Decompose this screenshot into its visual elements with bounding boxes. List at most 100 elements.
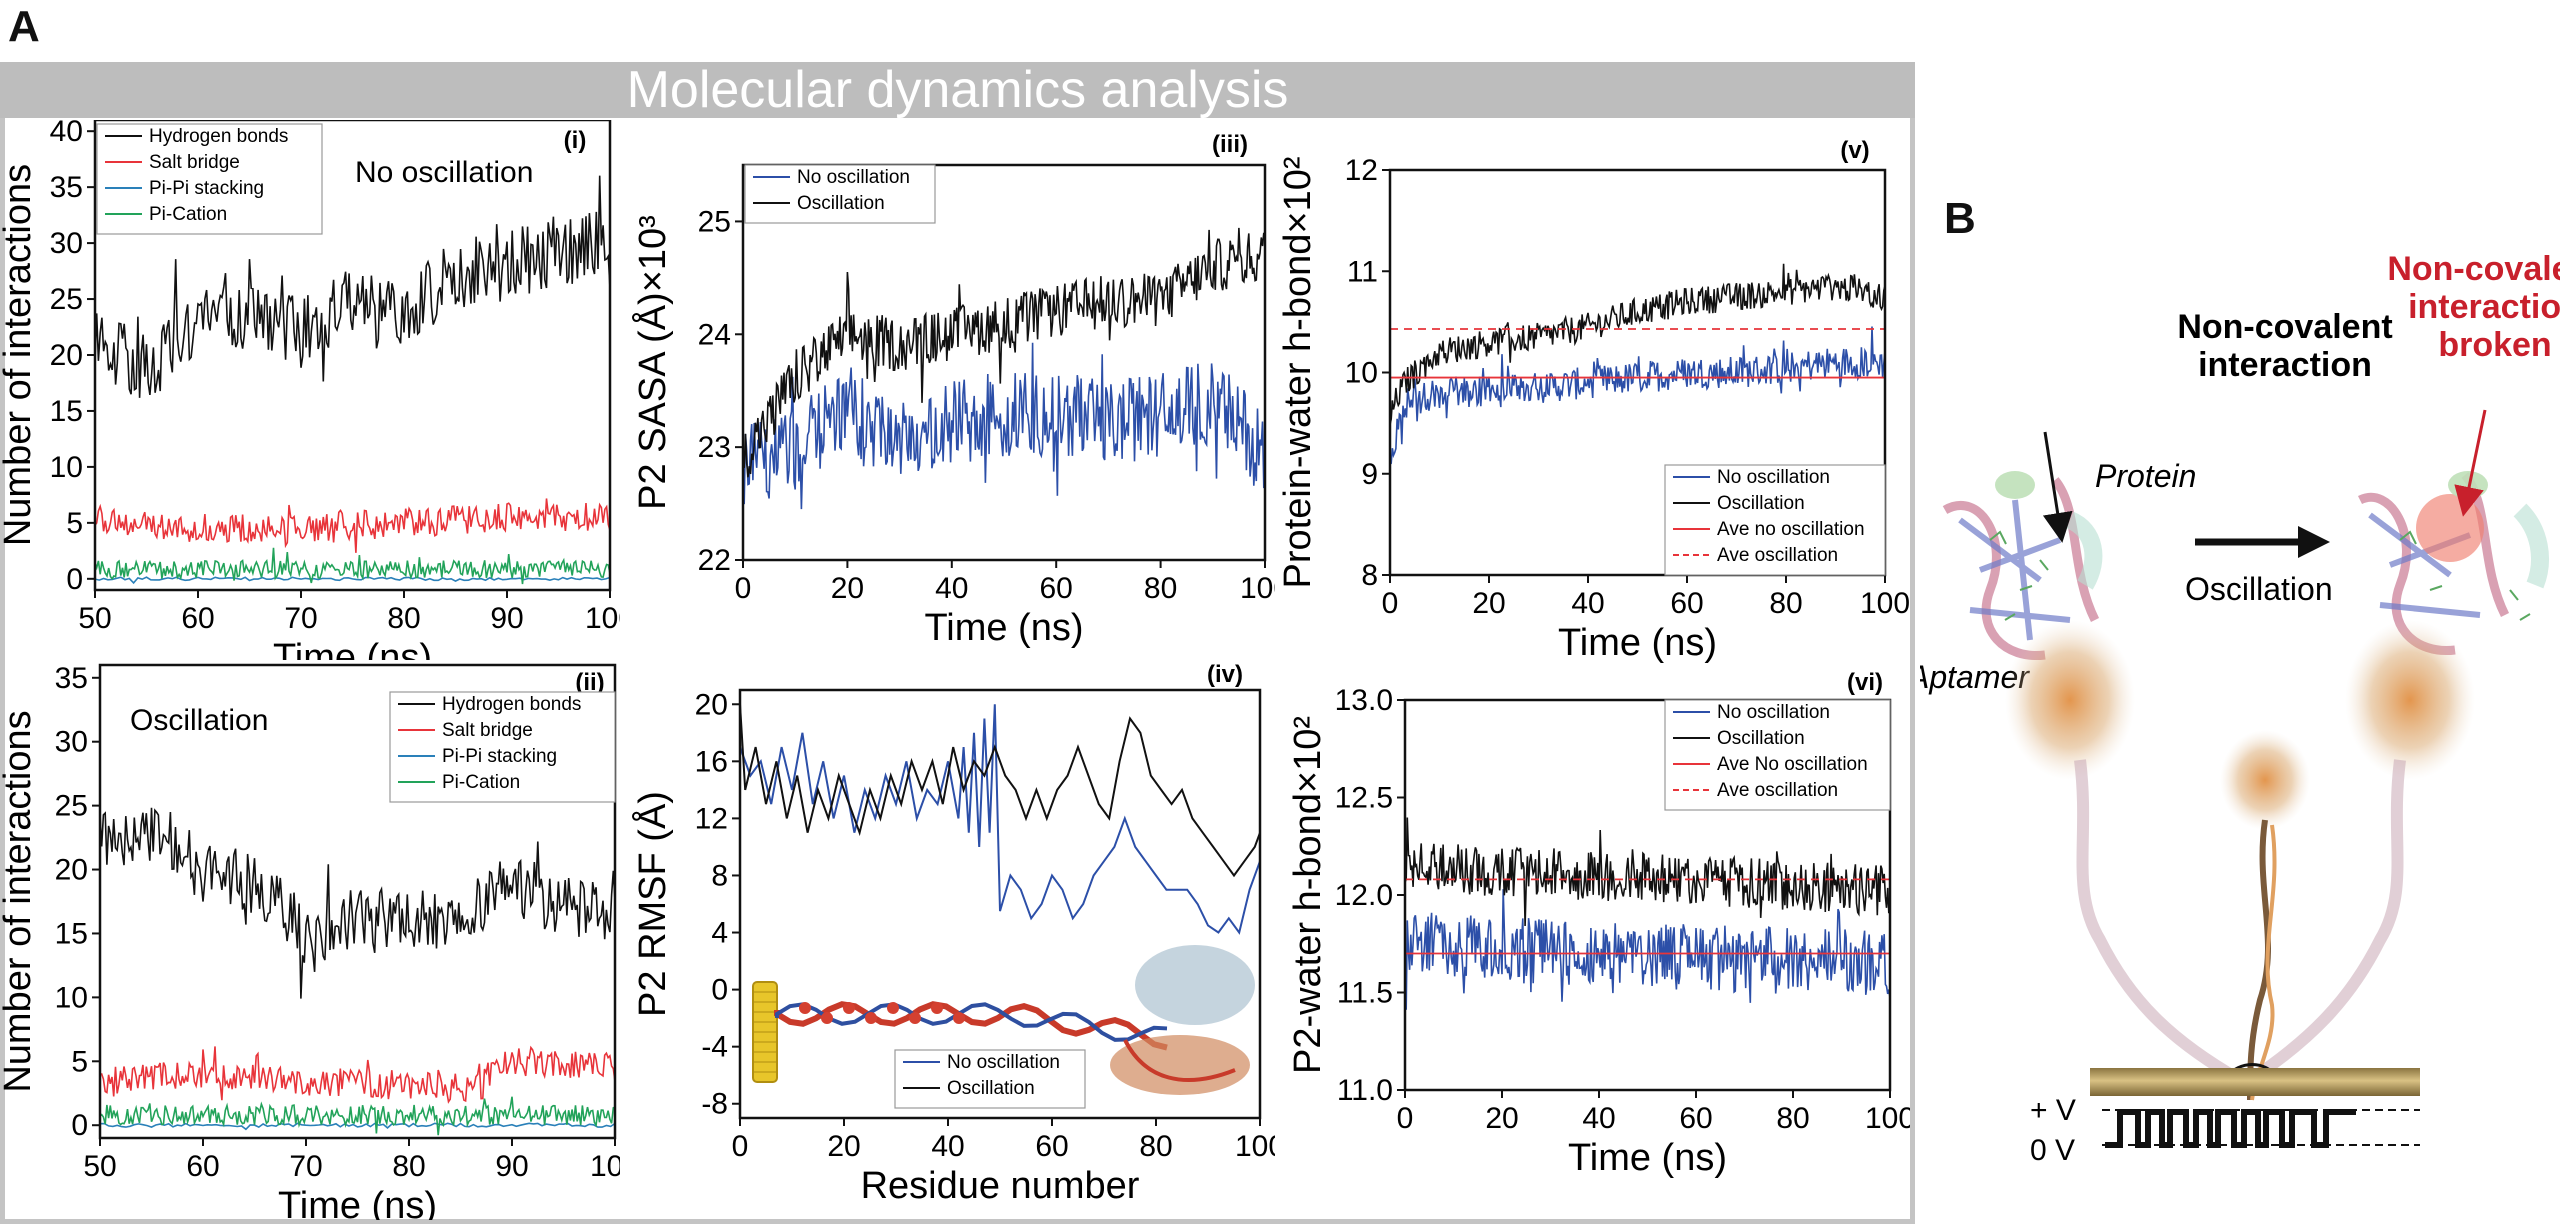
series-ii-0 <box>99 807 616 999</box>
series-iii-1 <box>742 227 1266 478</box>
legend-entry-ii: Hydrogen bonds <box>442 694 581 715</box>
aptamer-protein-structure-left <box>1942 471 2103 661</box>
banner-title: Molecular dynamics analysis <box>0 62 1915 118</box>
y-tick-label-iii: 23 <box>698 431 731 464</box>
legend-entry-ii: Pi-Pi stacking <box>442 746 557 767</box>
legend-entry-vi: Ave No oscillation <box>1717 754 1868 775</box>
series-i-1 <box>94 498 611 553</box>
x-tick-label-ii: 80 <box>392 1150 425 1183</box>
panel-tag-vi: (vi) <box>1847 669 1883 696</box>
x-tick-label-i: 80 <box>387 602 420 635</box>
y-tick-label-iv: 12 <box>695 802 728 835</box>
annotation-ii: Oscillation <box>130 704 268 737</box>
x-tick-label-v: 100 <box>1860 587 1910 620</box>
x-tick-label-v: 40 <box>1571 587 1604 620</box>
series-iv-1 <box>739 704 1261 878</box>
annotation-i: No oscillation <box>355 156 533 189</box>
x-tick-label-vi: 100 <box>1865 1102 1910 1135</box>
broken-label: Non-covalentinteractionbroken <box>2387 250 2560 364</box>
x-tick-label-iv: 40 <box>931 1130 964 1163</box>
series-ii-3 <box>99 1096 616 1136</box>
chart-vi: 0 20 40 60 80 100 11.0 11.5 12.0 12.5 13.0 Time (ns… <box>1287 669 1910 1179</box>
x-tick-label-v: 60 <box>1670 587 1703 620</box>
y-tick-label-ii: 30 <box>55 726 88 759</box>
legend-i <box>96 123 323 235</box>
aptamer-protein-illustration <box>752 945 1255 1095</box>
aptamer-protein-structure-right <box>2357 471 2549 656</box>
x-axis-label-ii: Time (ns) <box>278 1185 437 1220</box>
oscillation-label: Oscillation <box>2185 571 2333 607</box>
y-tick-label-v: 8 <box>1361 559 1378 592</box>
y-tick-label-ii: 35 <box>55 662 88 695</box>
legend-entry-iii: Oscillation <box>797 193 885 214</box>
x-tick-label-iv: 80 <box>1139 1130 1172 1163</box>
legend-entry-iv: Oscillation <box>947 1078 1035 1099</box>
y-tick-label-v: 11 <box>1347 255 1378 288</box>
y-tick-label-iii: 25 <box>698 205 731 238</box>
legend-entry-ii: Pi-Cation <box>442 772 520 793</box>
panel-b-label: B <box>1944 194 1976 243</box>
y-tick-label-vi: 11.0 <box>1337 1074 1393 1107</box>
y-tick-label-vi: 12.0 <box>1335 879 1393 912</box>
y-tick-label-ii: 25 <box>55 790 88 823</box>
x-axis-label-vi: Time (ns) <box>1568 1137 1727 1179</box>
y-tick-label-iv: 8 <box>711 859 728 892</box>
zero-v-label: 0 V <box>2030 1134 2075 1167</box>
y-tick-label-i: 35 <box>50 171 83 204</box>
panel-a-label: A <box>8 2 40 51</box>
y-tick-label-iv: 20 <box>695 688 728 721</box>
x-tick-label-iii: 80 <box>1144 572 1177 605</box>
legend-entry-v: No oscillation <box>1717 467 1830 488</box>
y-tick-label-iii: 22 <box>698 544 731 577</box>
legend-entry-i: Hydrogen bonds <box>149 126 288 147</box>
x-tick-label-i: 90 <box>490 602 523 635</box>
legend-entry-v: Ave no oscillation <box>1717 519 1865 540</box>
plus-v-label: + V <box>2030 1094 2076 1127</box>
legend-iv <box>894 1049 1086 1109</box>
y-axis-label-iii: P2 SASA (Å)×10³ <box>630 215 674 510</box>
x-tick-label-iv: 60 <box>1035 1130 1068 1163</box>
x-tick-label-v: 0 <box>1382 587 1399 620</box>
chart-ii: 50 60 70 80 90 100 0 5 10 15 20 25 30 35 Time (ns) Numb… <box>0 662 620 1220</box>
oscillation-arrow-head <box>2298 526 2330 558</box>
panel-tag-v: (v) <box>1840 137 1869 164</box>
series-i-2 <box>94 576 611 585</box>
y-tick-label-iv: -4 <box>701 1031 728 1064</box>
x-tick-label-iv: 0 <box>732 1130 749 1163</box>
x-tick-label-v: 80 <box>1769 587 1802 620</box>
series-v-1 <box>1389 263 1886 425</box>
x-tick-label-i: 100 <box>585 602 620 635</box>
y-axis-label-ii: Number of interactions <box>0 710 39 1092</box>
series-v-0 <box>1389 326 1886 465</box>
x-tick-label-iv: 20 <box>827 1130 860 1163</box>
y-tick-label-vi: 12.5 <box>1335 782 1393 815</box>
panel-tag-i: (i) <box>564 127 587 154</box>
y-tick-label-i: 30 <box>50 227 83 260</box>
pointer-arrow-broken <box>2454 409 2487 517</box>
legend-entry-v: Ave oscillation <box>1717 545 1838 566</box>
y-tick-label-ii: 10 <box>55 981 88 1014</box>
plot-frame-iii <box>741 163 1267 562</box>
x-axis-label-i: Time (ns) <box>273 637 432 660</box>
legend-entry-vi: Ave oscillation <box>1717 780 1838 801</box>
panel-tag-iii: (iii) <box>1212 131 1248 158</box>
gold-electrode <box>2090 1068 2420 1096</box>
x-tick-label-v: 20 <box>1472 587 1505 620</box>
series-ii-1 <box>99 1045 616 1104</box>
y-axis-label-iv: P2 RMSF (Å) <box>630 791 674 1017</box>
y-tick-label-ii: 5 <box>71 1045 88 1078</box>
y-tick-label-i: 25 <box>50 283 83 316</box>
y-tick-label-v: 9 <box>1361 458 1378 491</box>
y-tick-label-v: 10 <box>1345 357 1378 390</box>
y-tick-label-ii: 20 <box>55 854 88 887</box>
y-axis-label-v: Protein-water h-bond×10² <box>1280 157 1319 589</box>
x-axis-label-iv: Residue number <box>861 1165 1140 1207</box>
series-vi-0 <box>1404 889 1891 1010</box>
x-tick-label-iv: 100 <box>1235 1130 1275 1163</box>
y-tick-label-iv: -8 <box>701 1088 728 1121</box>
x-tick-label-ii: 70 <box>289 1150 322 1183</box>
legend-iii <box>744 164 936 224</box>
y-tick-label-i: 40 <box>50 120 83 148</box>
